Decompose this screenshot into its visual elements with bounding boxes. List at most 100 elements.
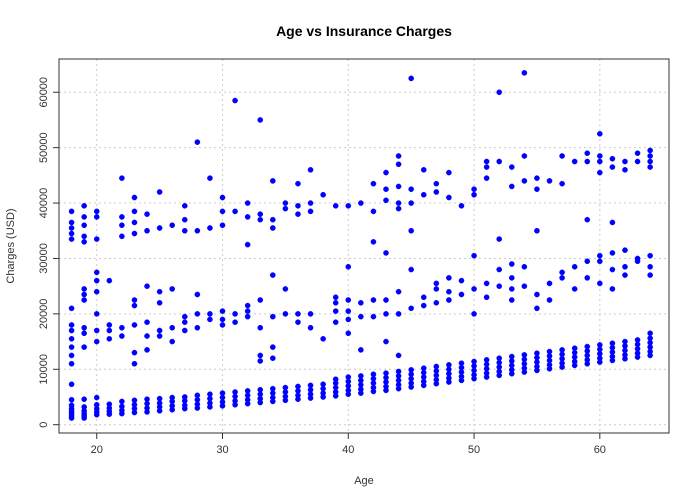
data-point (106, 336, 113, 342)
data-point (93, 277, 100, 284)
data-point (446, 169, 452, 176)
data-point (584, 343, 591, 350)
data-point (194, 311, 201, 317)
data-point (609, 164, 616, 170)
axis-layer: 20 30 40 50 60 0 10000 20000 30000 40000 50000 6000… (38, 77, 606, 456)
x-tick-label: 50 (468, 444, 480, 456)
data-point (68, 336, 75, 342)
data-point (119, 214, 125, 220)
data-point (483, 280, 490, 287)
data-point (282, 200, 289, 206)
data-point (181, 313, 188, 320)
data-point (244, 302, 251, 309)
data-point (471, 252, 477, 259)
data-point (119, 403, 125, 410)
data-point (144, 283, 150, 289)
data-point (295, 319, 301, 325)
data-point (546, 348, 553, 355)
data-point (458, 203, 465, 209)
y-tick-label: 10000 (38, 354, 50, 385)
data-point (119, 175, 125, 181)
data-point (332, 294, 339, 301)
data-point (496, 355, 503, 362)
data-point (559, 275, 565, 281)
data-point (68, 236, 75, 242)
data-point (597, 252, 603, 259)
data-point (358, 299, 364, 306)
data-point (219, 194, 226, 201)
data-point (647, 153, 653, 159)
data-point (131, 194, 138, 201)
data-point (345, 374, 352, 380)
data-point (370, 371, 377, 378)
data-point (370, 297, 377, 303)
data-point (609, 266, 616, 273)
y-tick-label: 30000 (38, 243, 50, 274)
data-point (496, 283, 503, 289)
data-point (270, 313, 276, 320)
data-point (647, 158, 653, 165)
data-point (597, 158, 603, 165)
data-point (332, 299, 339, 306)
data-point (383, 338, 389, 345)
data-point (156, 333, 163, 339)
data-point (634, 158, 641, 165)
data-point (408, 200, 414, 206)
data-point (584, 150, 591, 156)
data-point (295, 383, 301, 390)
data-point (93, 338, 100, 345)
data-point (244, 241, 251, 248)
data-point (647, 330, 653, 337)
data-point (420, 302, 427, 309)
data-point (597, 169, 603, 176)
data-point (345, 203, 352, 209)
data-point (181, 327, 188, 334)
data-point (584, 216, 591, 223)
data-point (144, 319, 150, 325)
data-point (496, 266, 503, 273)
data-point (181, 227, 188, 234)
data-point (295, 203, 301, 209)
data-point (508, 286, 515, 292)
data-point (93, 208, 100, 215)
data-point (194, 324, 201, 331)
data-point (169, 338, 175, 345)
data-point (332, 319, 339, 325)
data-point (257, 386, 264, 393)
data-point (433, 363, 440, 370)
data-point (169, 324, 175, 331)
data-point (383, 297, 389, 303)
data-point (471, 358, 477, 365)
data-point (408, 75, 414, 82)
data-point (81, 324, 87, 331)
data-point (597, 342, 603, 348)
data-point (232, 97, 238, 104)
data-point (194, 291, 201, 298)
data-point (207, 316, 213, 323)
data-point (81, 291, 87, 298)
data-point (395, 205, 402, 212)
y-tick-label: 0 (38, 422, 50, 428)
data-point (93, 236, 100, 242)
data-point (244, 200, 251, 206)
data-point (270, 355, 276, 362)
data-point (93, 269, 100, 276)
data-point (559, 153, 565, 159)
data-point (647, 272, 653, 278)
data-point (106, 327, 113, 334)
data-point (508, 275, 515, 281)
data-point (458, 360, 465, 366)
data-point (395, 352, 402, 359)
data-point (131, 208, 138, 215)
data-point (181, 319, 188, 325)
data-point (68, 344, 75, 350)
data-point (282, 286, 289, 292)
data-point (106, 322, 113, 328)
y-tick-label: 50000 (38, 132, 50, 163)
data-point (508, 297, 515, 303)
data-point (68, 381, 75, 388)
data-point (257, 117, 264, 123)
data-point (106, 277, 113, 284)
data-point (320, 191, 326, 198)
data-point (295, 311, 301, 317)
